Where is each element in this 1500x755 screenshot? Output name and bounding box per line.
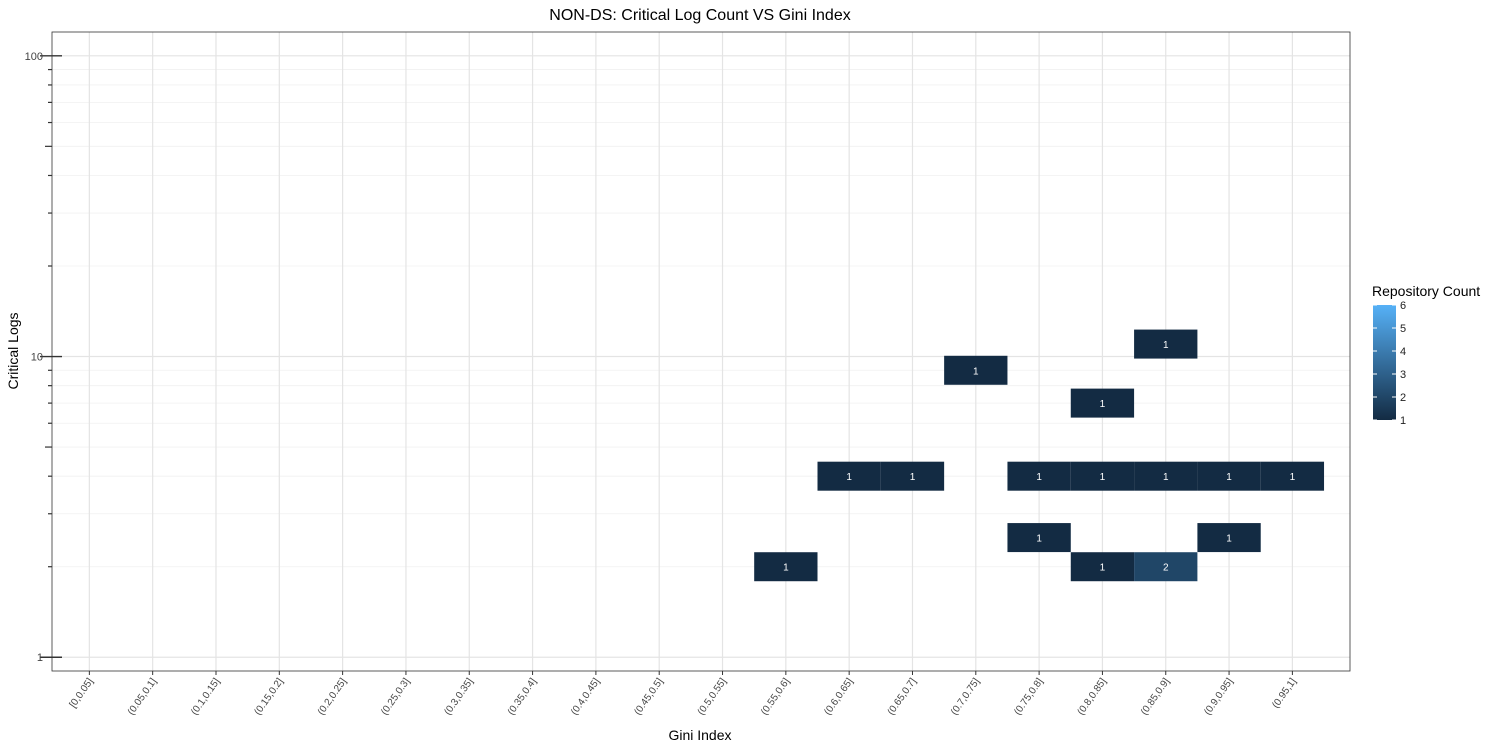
cell-label: 1 bbox=[910, 472, 916, 483]
x-tick-label: (0.55,0.6] bbox=[759, 676, 792, 717]
x-tick-label: (0.2,0.25] bbox=[316, 676, 349, 717]
x-tick-label: (0.85,0.9] bbox=[1139, 676, 1172, 717]
x-tick-label: (0.5,0.55] bbox=[696, 676, 729, 717]
legend-tick-label: 3 bbox=[1400, 369, 1406, 381]
x-axis: [0,0.05] (0.05,0.1] (0.1,0.15] (0.15,0.2] (0… bbox=[68, 671, 1299, 717]
x-tick-label: (0.7,0.75] bbox=[949, 676, 982, 717]
cell-label: 1 bbox=[973, 366, 979, 377]
cell-label: 1 bbox=[783, 563, 789, 574]
legend-title: Repository Count bbox=[1372, 283, 1480, 299]
color-legend: Repository Count 1 2 3 4 5 6 bbox=[1372, 283, 1480, 427]
x-tick-label: (0.1,0.15] bbox=[189, 676, 222, 717]
y-tick-label: 100 bbox=[25, 51, 43, 63]
x-tick-label: (0.05,0.1] bbox=[126, 676, 159, 717]
heatmap-cell bbox=[1197, 523, 1261, 553]
heatmap-cell bbox=[1134, 461, 1198, 491]
x-tick-label: (0.4,0.45] bbox=[569, 676, 602, 717]
heatmap-cell bbox=[1070, 552, 1135, 582]
chart-title: NON-DS: Critical Log Count VS Gini Index bbox=[549, 7, 850, 24]
x-tick-label: (0.35,0.4] bbox=[506, 676, 539, 717]
x-tick-label: (0.15,0.2] bbox=[253, 676, 286, 717]
heatmap-cell bbox=[1260, 461, 1325, 491]
cells-layer: 1 1 1 1 1 1 1 1 1 1 1 2 1 1 1 bbox=[754, 329, 1325, 582]
legend-colorbar bbox=[1373, 305, 1396, 420]
cell-label: 1 bbox=[1100, 563, 1106, 574]
x-tick-label: [0,0.05] bbox=[68, 676, 96, 710]
cell-label: 1 bbox=[1100, 399, 1106, 410]
heatmap-cell bbox=[944, 355, 1008, 385]
x-tick-label: (0.9,0.95] bbox=[1202, 676, 1235, 717]
heatmap-cell bbox=[1134, 329, 1198, 359]
x-tick-label: (0.6,0.65] bbox=[822, 676, 855, 717]
heatmap-cell bbox=[754, 552, 818, 582]
cell-label: 1 bbox=[1163, 472, 1169, 483]
cell-label: 1 bbox=[1036, 472, 1042, 483]
legend-tick-label: 4 bbox=[1400, 346, 1406, 358]
x-tick-label: (0.65,0.7] bbox=[886, 676, 919, 717]
x-axis-label: Gini Index bbox=[668, 727, 731, 743]
cell-label: 1 bbox=[1226, 472, 1232, 483]
heatmap-cell bbox=[1070, 388, 1135, 418]
heatmap-cell bbox=[1134, 552, 1198, 582]
x-tick-label: (0.25,0.3] bbox=[379, 676, 412, 717]
x-tick-label: (0.3,0.35] bbox=[442, 676, 475, 717]
heatmap-cell bbox=[1007, 461, 1071, 491]
x-tick-label: (0.8,0.85] bbox=[1076, 676, 1109, 717]
cell-label: 2 bbox=[1163, 563, 1169, 574]
y-axis-label: Critical Logs bbox=[5, 312, 21, 389]
heatmap-cell bbox=[1070, 461, 1135, 491]
heatmap-cell bbox=[1197, 461, 1261, 491]
cell-label: 1 bbox=[1100, 472, 1106, 483]
legend-tick-label: 5 bbox=[1400, 323, 1406, 335]
x-tick-label: (0.75,0.8] bbox=[1012, 676, 1045, 717]
y-axis: 1 10 100 bbox=[25, 51, 62, 664]
heatmap-cell bbox=[817, 461, 881, 491]
legend-tick-label: 1 bbox=[1400, 415, 1406, 427]
x-tick-label: (0.95,1] bbox=[1270, 676, 1299, 710]
legend-tick-label: 2 bbox=[1400, 392, 1406, 404]
cell-label: 1 bbox=[846, 472, 852, 483]
heatmap-cell bbox=[1007, 523, 1071, 553]
y-tick-label: 1 bbox=[37, 652, 43, 664]
grid-layer bbox=[52, 32, 1350, 671]
plot-panel-border bbox=[51, 31, 1351, 672]
heatmap-cell bbox=[880, 461, 945, 491]
cell-label: 1 bbox=[1226, 534, 1232, 545]
legend-tick-label: 6 bbox=[1400, 300, 1406, 312]
cell-label: 1 bbox=[1163, 340, 1169, 351]
cell-label: 1 bbox=[1036, 534, 1042, 545]
y-tick-label: 10 bbox=[31, 352, 43, 364]
x-tick-label: (0.45,0.5] bbox=[632, 676, 665, 717]
cell-label: 1 bbox=[1290, 472, 1296, 483]
